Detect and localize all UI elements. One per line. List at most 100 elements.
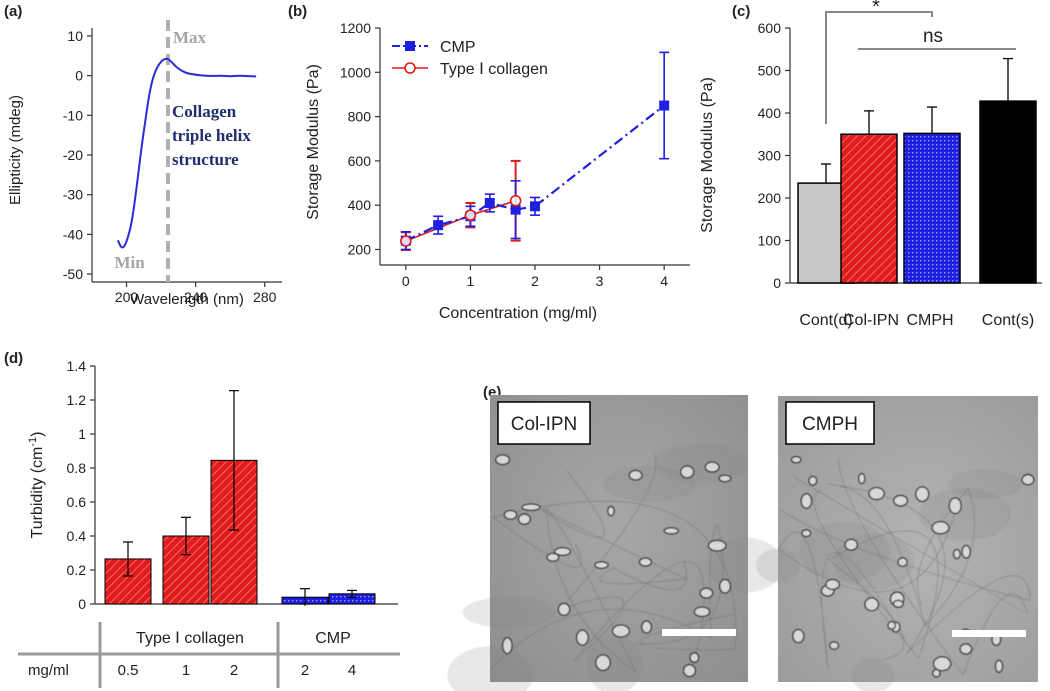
c-bar-cmph: [903, 132, 961, 284]
micrograph-cmph-scale-bar: [952, 630, 1026, 637]
micrograph-col-ipn-label: Col-IPN: [511, 414, 578, 435]
c-y-tick-label: 300: [758, 148, 782, 164]
d-y-tick-label: 0.8: [67, 460, 87, 476]
micrograph-cmph-label-box: [785, 401, 875, 445]
c-y-tick-label: 600: [758, 20, 782, 36]
b-x-axis-title: Concentration (mg/ml): [439, 305, 597, 322]
a-y-tick-label: 10: [67, 28, 83, 44]
d-category-label: 2: [230, 662, 238, 679]
col-ipn-cell: [628, 469, 643, 481]
b-collagen-line: [405, 200, 516, 242]
c-significance-bracket-star: [825, 11, 933, 124]
b-cmp-point: [433, 220, 444, 231]
col-ipn-cell: [595, 654, 611, 672]
cmph-cell: [887, 620, 897, 630]
c-category-label: Cont(s): [982, 312, 1034, 329]
cmph-cell: [825, 578, 840, 591]
b-cmp-line: [405, 104, 665, 242]
cmph-cell: [792, 628, 805, 644]
chart-d: 0 0.2 0.4 0.6 0.8 1 1.2 1.4 Turbidity (cm-1) Ty…: [18, 358, 400, 688]
a-y-tick-label: -10: [63, 107, 83, 123]
cmph-fiber: [793, 458, 1029, 676]
cmph-cell: [897, 557, 908, 568]
b-x-tick-label: 4: [660, 273, 668, 289]
c-y-tick-label: 0: [773, 275, 781, 291]
b-cmp-point: [530, 201, 540, 212]
cmph-cell: [931, 521, 950, 535]
b-collagen-point: [400, 235, 412, 247]
c-y-tick-label: 500: [758, 63, 782, 79]
cmph-cell: [844, 538, 859, 551]
panel-c-label: (c): [732, 3, 750, 20]
d-group-collagen-label: Type Ⅰ collagen: [136, 630, 244, 647]
cmph-cell: [790, 455, 802, 464]
b-legend-collagen-marker: [404, 62, 416, 74]
cmph-fiber: [778, 503, 958, 669]
c-category-label: Cont(d): [799, 312, 852, 329]
b-y-tick-label: 400: [348, 197, 372, 213]
col-ipn-cell: [719, 578, 732, 594]
b-y-tick-label: 200: [348, 241, 372, 257]
panel-b-label: (b): [288, 3, 307, 20]
d-y-tick-label: 0: [78, 596, 86, 612]
cmph-cell: [1021, 473, 1035, 486]
cmph-cell: [829, 641, 840, 650]
c-bar-col-ipn: [840, 133, 898, 284]
b-collagen-point: [464, 209, 477, 221]
a-x-tick-label: 240: [184, 289, 208, 305]
cmph-cell: [868, 486, 885, 501]
b-legend-collagen-label: Type Ⅰ collagen: [440, 61, 548, 78]
a-cd-spectrum-line: [116, 57, 257, 249]
b-y-tick-label: 1200: [340, 20, 371, 36]
b-x-tick-label: 0: [402, 273, 410, 289]
c-y-tick-label: 400: [758, 105, 782, 121]
col-ipn-cell: [682, 664, 697, 678]
col-ipn-cell: [641, 620, 653, 634]
cmph-cell: [864, 597, 880, 612]
col-ipn-shadow: [603, 465, 696, 502]
cmph-cell: [959, 643, 973, 655]
d-category-label: 0.5: [118, 662, 139, 679]
b-collagen-point: [509, 194, 522, 207]
c-y-tick-label: 200: [758, 190, 782, 206]
b-legend: CMP Type Ⅰ collagen: [392, 39, 548, 78]
b-legend-cmp-label: CMP: [440, 39, 476, 56]
d-y-tick-label: 0.2: [67, 562, 87, 578]
d-y-tick-label: 1.4: [67, 358, 87, 374]
a-annotation-line-3: structure: [172, 150, 239, 169]
cmph-cell: [892, 599, 904, 608]
cmph-cell: [952, 548, 961, 560]
a-annotation-line-1: Collagen: [172, 102, 237, 121]
micrograph-cmph-label: CMPH: [802, 414, 858, 435]
a-y-tick-label: 0: [75, 68, 83, 84]
col-ipn-cell: [707, 539, 727, 552]
b-x-tick-label: 3: [596, 273, 604, 289]
col-ipn-cell: [501, 637, 513, 655]
b-y-tick-label: 800: [348, 109, 372, 125]
col-ipn-cell: [663, 527, 680, 535]
cmph-cell: [801, 529, 812, 538]
a-y-axis-title: Ellipticity (mdeg): [7, 95, 24, 205]
col-ipn-cell: [546, 552, 560, 562]
d-category-label: 4: [348, 662, 356, 679]
cmph-cell: [808, 475, 818, 486]
col-ipn-cell: [594, 561, 609, 570]
col-ipn-cell: [517, 513, 531, 525]
a-y-tick-label: -30: [63, 187, 83, 203]
col-ipn-cell: [693, 606, 711, 618]
d-y-tick-label: 0.6: [67, 494, 87, 510]
a-annotation-line-2: triple helix: [172, 126, 251, 145]
c-category-label: CMPH: [906, 312, 953, 329]
cmph-cell: [893, 494, 909, 507]
cmph-cell: [915, 486, 930, 503]
c-significance-ns: ns: [923, 26, 943, 47]
b-cmp-point: [659, 100, 670, 111]
col-ipn-shadow: [447, 646, 533, 691]
cmph-cell: [961, 544, 972, 559]
cmph-shadow: [756, 548, 801, 583]
c-category-label: Col-IPN: [843, 312, 899, 329]
col-ipn-cell: [611, 624, 630, 638]
col-ipn-fiber: [489, 523, 724, 671]
d-row-label: mg/ml: [28, 662, 69, 679]
